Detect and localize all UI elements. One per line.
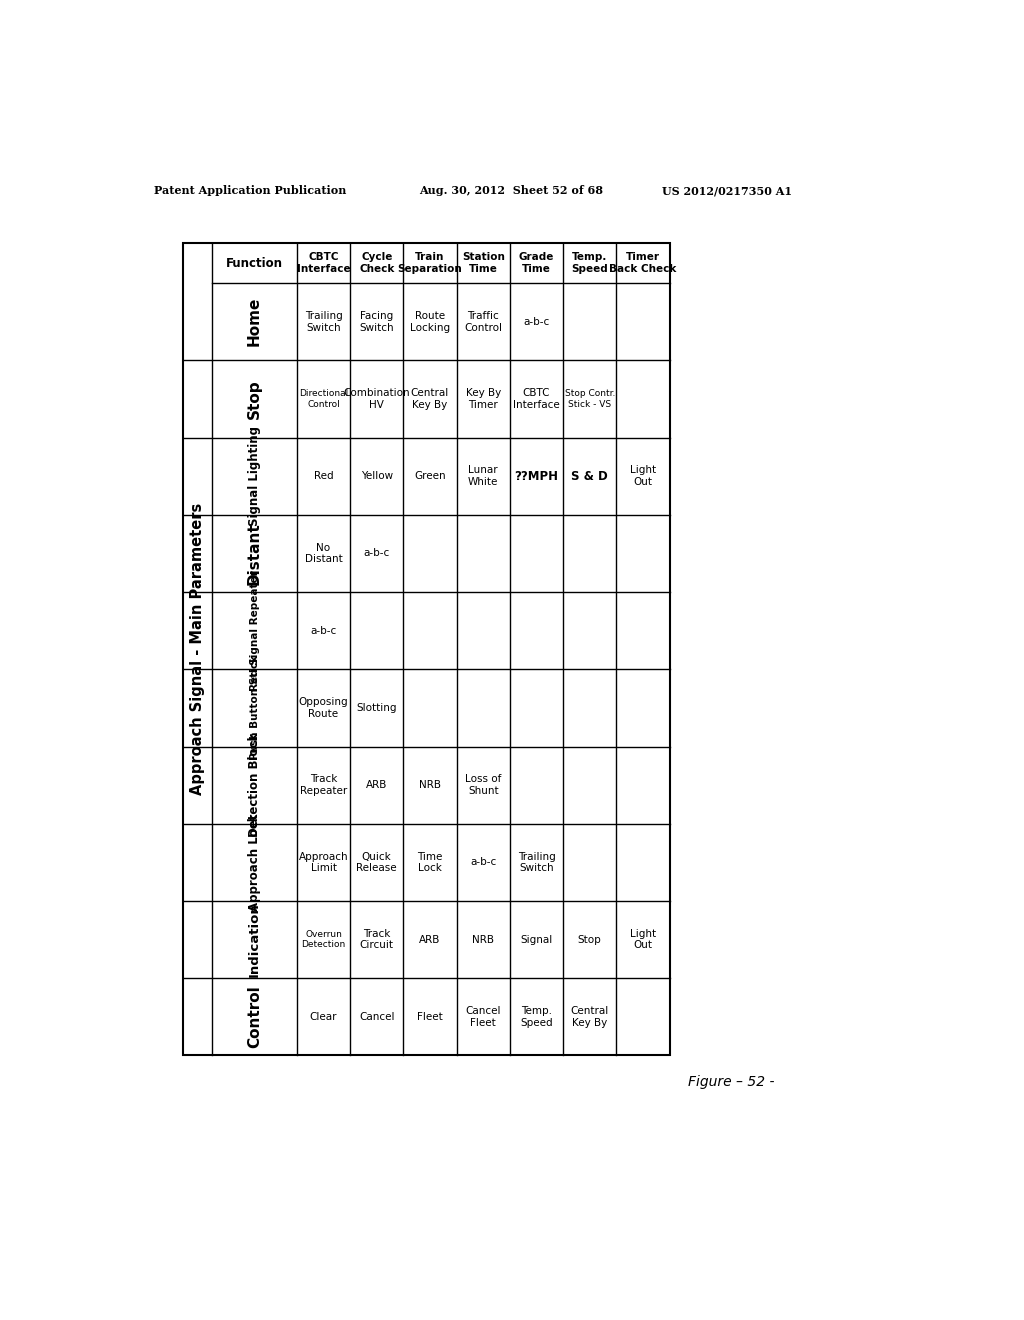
Text: Slotting: Slotting [356, 704, 397, 713]
Text: Cancel
Fleet: Cancel Fleet [466, 1006, 501, 1028]
Text: Signal Lighting: Signal Lighting [248, 426, 261, 527]
Text: Patent Application Publication: Patent Application Publication [154, 185, 346, 197]
Text: NRB: NRB [472, 935, 495, 945]
Text: Home: Home [247, 297, 262, 346]
Text: No
Distant: No Distant [304, 543, 342, 564]
Text: Control: Control [247, 986, 262, 1048]
Text: Time
Lock: Time Lock [418, 851, 442, 873]
Text: Light
Out: Light Out [630, 466, 656, 487]
Text: Timer
Back Check: Timer Back Check [609, 252, 677, 275]
Text: Traffic
Control: Traffic Control [464, 312, 502, 333]
Text: Push Button Stick: Push Button Stick [250, 655, 259, 760]
Text: a-b-c: a-b-c [364, 548, 390, 558]
Text: Temp.
Speed: Temp. Speed [571, 252, 608, 275]
Text: a-b-c: a-b-c [470, 858, 497, 867]
Text: Function: Function [226, 256, 283, 269]
Text: Track
Circuit: Track Circuit [359, 929, 394, 950]
Text: NRB: NRB [419, 780, 441, 791]
Text: Grade
Time: Grade Time [519, 252, 554, 275]
Text: Station
Time: Station Time [462, 252, 505, 275]
Text: Directional
Control: Directional Control [299, 389, 348, 409]
Text: US 2012/0217350 A1: US 2012/0217350 A1 [662, 185, 792, 197]
Text: Quick
Release: Quick Release [356, 851, 397, 873]
Text: Opposing
Route: Opposing Route [299, 697, 348, 718]
Text: ARB: ARB [366, 780, 387, 791]
Text: ??MPH: ??MPH [514, 470, 558, 483]
Text: Cycle
Check: Cycle Check [359, 252, 394, 275]
Text: Green: Green [414, 471, 445, 482]
Text: Figure – 52 -: Figure – 52 - [688, 1076, 774, 1089]
Text: Temp.
Speed: Temp. Speed [520, 1006, 553, 1028]
Text: a-b-c: a-b-c [310, 626, 337, 636]
Text: Lunar
White: Lunar White [468, 466, 499, 487]
Text: Fleet: Fleet [417, 1012, 442, 1022]
Text: a-b-c: a-b-c [523, 317, 550, 327]
Text: ARB: ARB [419, 935, 440, 945]
Text: Stop: Stop [578, 935, 601, 945]
Text: Yellow: Yellow [360, 471, 393, 482]
Text: Stop Contr.
Stick - VS: Stop Contr. Stick - VS [564, 389, 614, 409]
Text: Signal: Signal [520, 935, 553, 945]
Text: Central
Key By: Central Key By [411, 388, 450, 409]
Text: CBTC
Interface: CBTC Interface [297, 252, 350, 275]
Text: Track
Repeater: Track Repeater [300, 775, 347, 796]
Text: Cancel: Cancel [359, 1012, 394, 1022]
Text: Indication: Indication [248, 903, 261, 977]
Text: Central
Key By: Central Key By [570, 1006, 609, 1028]
Text: Stop: Stop [247, 379, 262, 418]
Text: Trailing
Switch: Trailing Switch [304, 312, 342, 333]
Text: Route
Locking: Route Locking [410, 312, 450, 333]
Text: Detection Block: Detection Block [248, 733, 261, 837]
Text: S & D: S & D [571, 470, 608, 483]
Text: Red: Red [313, 471, 334, 482]
Text: Approach
Limit: Approach Limit [299, 851, 348, 873]
Text: Overrun
Detection: Overrun Detection [301, 929, 346, 949]
Text: Train
Separation: Train Separation [397, 252, 463, 275]
Text: Loss of
Shunt: Loss of Shunt [465, 775, 502, 796]
Text: Light
Out: Light Out [630, 929, 656, 950]
Bar [183, 243, 670, 1056]
Text: Key By
Timer: Key By Timer [466, 388, 501, 409]
Text: Trailing
Switch: Trailing Switch [517, 851, 555, 873]
Text: CBTC
Interface: CBTC Interface [513, 388, 560, 409]
Text: Combination
HV: Combination HV [343, 388, 410, 409]
Text: Approach Lock: Approach Lock [248, 813, 261, 911]
Text: Facing
Switch: Facing Switch [359, 312, 394, 333]
Text: Red Signal Repeater: Red Signal Repeater [250, 570, 259, 692]
Text: Clear: Clear [309, 1012, 337, 1022]
Text: Distant: Distant [247, 523, 262, 585]
Text: Aug. 30, 2012  Sheet 52 of 68: Aug. 30, 2012 Sheet 52 of 68 [419, 185, 603, 197]
Text: Approach Signal - Main Parameters: Approach Signal - Main Parameters [190, 503, 205, 796]
